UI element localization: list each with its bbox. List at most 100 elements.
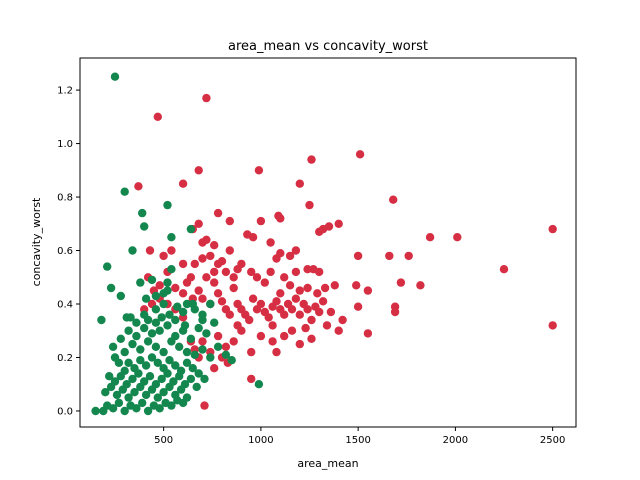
scatter-point xyxy=(194,286,203,295)
scatter-point xyxy=(186,224,196,234)
scatter-point xyxy=(182,358,192,367)
scatter-point xyxy=(138,398,147,408)
scatter-point xyxy=(285,281,295,290)
scatter-point xyxy=(334,219,343,228)
y-axis-ticks: 0.0 0.2 0.4 0.6 0.8 1.0 1.2 xyxy=(57,86,80,417)
scatter-point xyxy=(140,222,149,231)
x-axis-ticks: 500 1000 1500 2000 2500 xyxy=(154,427,565,446)
scatter-point xyxy=(254,380,264,389)
scatter-point xyxy=(153,112,162,122)
scatter-point xyxy=(355,150,365,159)
scatter-point xyxy=(163,200,172,210)
scatter-point xyxy=(120,406,129,416)
scatter-point xyxy=(295,179,304,188)
scatter-point xyxy=(221,342,231,351)
scatter-point xyxy=(229,283,238,293)
y-tick-label: 0.2 xyxy=(57,353,73,364)
scatter-point xyxy=(272,297,281,306)
scatter-point xyxy=(194,369,203,378)
y-tick-label: 1.0 xyxy=(57,139,73,150)
scatter-point xyxy=(165,356,174,365)
scatter-point xyxy=(213,331,223,341)
scatter-point xyxy=(338,315,347,325)
scatter-point xyxy=(291,294,301,303)
scatter-point xyxy=(194,219,203,228)
scatter-point xyxy=(116,372,126,381)
scatter-point xyxy=(151,318,161,327)
scatter-point xyxy=(145,246,155,255)
scatter-point xyxy=(124,326,133,335)
scatter-point xyxy=(326,307,336,317)
scatter-point xyxy=(217,257,227,266)
scatter-point xyxy=(165,310,174,319)
y-tick-label: 0.8 xyxy=(57,193,73,204)
x-tick-label: 1500 xyxy=(345,435,370,446)
scatter-point xyxy=(202,273,211,282)
scatter-point xyxy=(163,278,172,287)
scatter-point xyxy=(206,353,215,362)
scatter-point xyxy=(221,350,231,359)
scatter-point xyxy=(330,281,339,290)
scatter-point xyxy=(159,347,168,357)
scatter-point xyxy=(114,398,124,408)
scatter-point xyxy=(307,315,316,325)
scatter-point xyxy=(143,406,153,416)
scatter-point xyxy=(295,339,304,349)
scatter-point xyxy=(136,345,145,354)
scatter-point xyxy=(227,356,236,365)
scatter-point xyxy=(404,251,413,261)
scatter-point xyxy=(194,166,203,175)
scatter-point xyxy=(210,278,219,287)
scatter-point xyxy=(103,262,112,271)
scatter-point xyxy=(268,337,277,346)
scatter-point xyxy=(225,246,234,255)
scatter-point xyxy=(91,406,100,416)
scatter-point xyxy=(295,310,304,319)
scatter-point xyxy=(213,289,223,298)
scatter-point xyxy=(159,251,168,261)
scatter-point xyxy=(213,342,223,351)
scatter-point xyxy=(167,233,176,242)
scatter-point xyxy=(291,267,301,277)
scatter-point xyxy=(120,347,129,357)
scatter-point xyxy=(210,364,219,373)
scatter-point xyxy=(280,273,289,282)
scatter-point xyxy=(153,358,162,367)
scatter-point xyxy=(322,321,332,330)
scatter-point xyxy=(256,216,266,226)
scatter-point xyxy=(101,388,110,397)
scatter-point xyxy=(147,275,157,285)
scatter-point xyxy=(353,251,363,261)
plot-frame xyxy=(79,57,577,428)
scatter-point xyxy=(499,265,509,274)
scatter-point xyxy=(272,254,281,263)
scatter-point xyxy=(171,361,180,370)
scatter-point xyxy=(124,358,133,367)
scatter-point xyxy=(248,233,258,242)
scatter-point xyxy=(155,281,164,290)
scatter-point xyxy=(229,337,238,346)
scatter-point xyxy=(363,329,373,338)
scatter-point xyxy=(320,283,330,293)
scatter-point xyxy=(233,321,242,330)
scatter-point xyxy=(254,166,264,175)
scatter-point xyxy=(157,374,166,384)
scatter-point xyxy=(178,307,188,317)
scatter-point xyxy=(171,315,180,325)
scatter-point xyxy=(141,390,151,400)
scatter-point xyxy=(175,342,184,351)
scatter-point xyxy=(221,267,231,277)
scatter-point xyxy=(190,350,199,359)
scatter-point xyxy=(165,382,174,392)
scatter-point xyxy=(130,388,139,397)
scatter-point xyxy=(136,382,145,392)
scatter-point xyxy=(167,401,176,410)
scatter-point xyxy=(248,294,258,303)
scatter-point xyxy=(175,372,184,381)
scatter-point xyxy=(264,313,273,322)
scatter-point xyxy=(389,195,398,204)
scatter-point xyxy=(116,334,126,343)
scatter-point xyxy=(353,302,363,311)
scatter-point xyxy=(155,404,164,413)
scatter-point xyxy=(287,326,297,335)
